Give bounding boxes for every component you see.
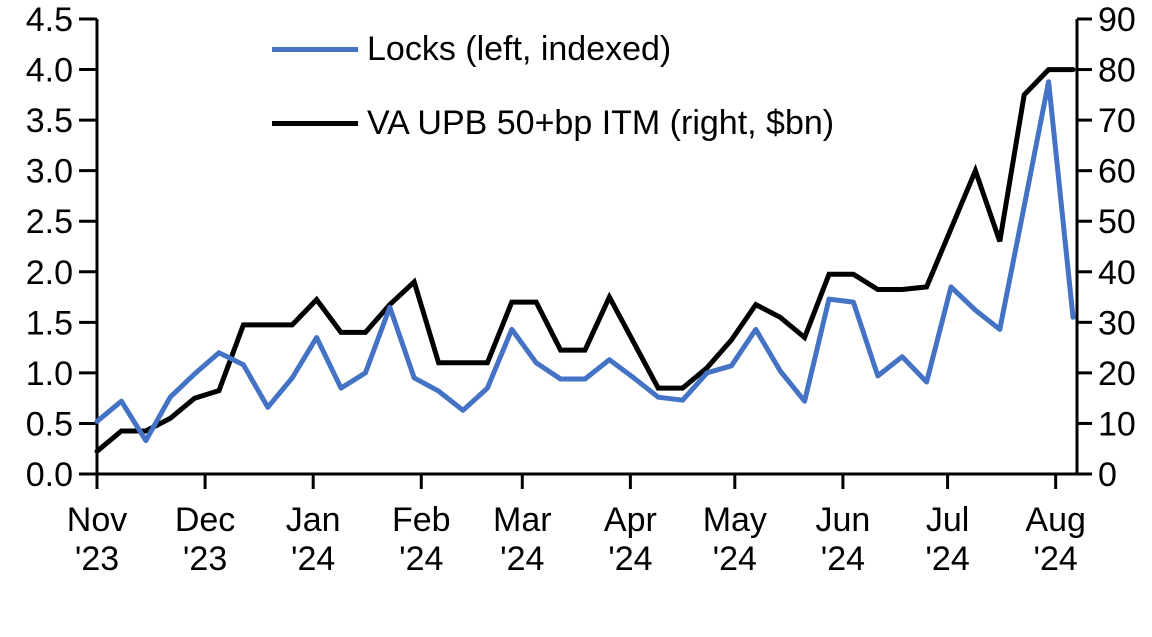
right-axis-tick-label: 20 (1098, 355, 1136, 393)
locks-line-swatch (272, 46, 358, 52)
x-axis-month-label: Feb (392, 501, 451, 539)
right-axis-tick-label: 0 (1098, 456, 1117, 494)
x-axis-year-label: '24 (925, 540, 969, 578)
va-upb-line-swatch (272, 120, 358, 126)
x-axis-year-label: '24 (1034, 540, 1078, 578)
left-axis-tick-label: 1.5 (26, 304, 73, 342)
x-axis-year-label: '24 (821, 540, 865, 578)
legend-item-locks: Locks (left, indexed) (272, 28, 671, 70)
legend-item-va-upb: VA UPB 50+bp ITM (right, $bn) (272, 102, 834, 144)
locks-line (94, 79, 1076, 444)
x-axis-year-label: '24 (500, 540, 544, 578)
left-axis-tick-label: 4.0 (26, 52, 73, 90)
left-axis-tick-label: 2.5 (26, 203, 73, 241)
left-axis-tick-label: 0.5 (26, 405, 73, 443)
left-axis-tick-label: 1.0 (26, 355, 73, 393)
x-axis-month-label: Apr (604, 501, 657, 539)
x-axis-month-label: May (703, 501, 767, 539)
left-axis-tick-label: 3.0 (26, 153, 73, 191)
x-axis-year-label: '24 (399, 540, 443, 578)
x-axis-month-label: Jun (815, 501, 870, 539)
x-axis-month-label: Mar (493, 501, 552, 539)
x-axis-month-label: Aug (1025, 501, 1086, 539)
x-axis-month-label: Jan (286, 501, 341, 539)
x-axis-year-label: '24 (291, 540, 335, 578)
x-axis-year-label: '24 (608, 540, 652, 578)
left-axis-tick-label: 0.0 (26, 456, 73, 494)
x-axis-month-label: Dec (175, 501, 235, 539)
x-axis-year-label: '24 (713, 540, 757, 578)
right-axis-tick-label: 70 (1098, 102, 1136, 140)
legend-label-locks: Locks (left, indexed) (367, 30, 672, 68)
right-axis-tick-label: 10 (1098, 405, 1136, 443)
right-axis-tick-label: 40 (1098, 254, 1136, 292)
left-axis-tick-label: 2.0 (26, 254, 73, 292)
right-axis-tick-label: 60 (1098, 153, 1136, 191)
legend-label-va-upb: VA UPB 50+bp ITM (right, $bn) (367, 104, 835, 142)
x-axis-year-label: '23 (75, 540, 119, 578)
left-axis-tick-label: 4.5 (26, 1, 73, 39)
right-axis-tick-label: 90 (1098, 1, 1136, 39)
x-axis-month-label: Jul (926, 501, 969, 539)
right-axis-tick-label: 50 (1098, 203, 1136, 241)
x-axis-year-label: '23 (183, 540, 227, 578)
x-axis-month-label: Nov (67, 501, 127, 539)
right-axis-tick-label: 30 (1098, 304, 1136, 342)
va-upb-line (94, 67, 1076, 454)
left-axis-tick-label: 3.5 (26, 102, 73, 140)
right-axis-tick-label: 80 (1098, 52, 1136, 90)
